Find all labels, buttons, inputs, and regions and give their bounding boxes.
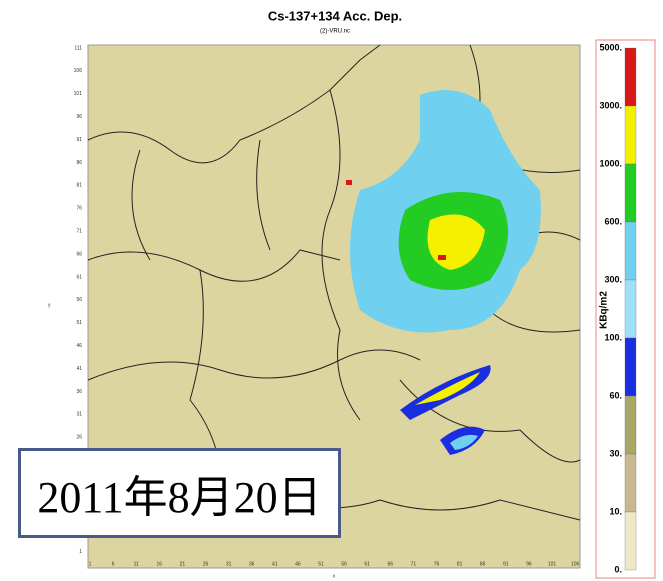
x-tick-label: 101 (548, 561, 557, 567)
y-tick-label: 56 (76, 297, 82, 303)
x-tick-label: 16 (157, 561, 163, 567)
colorbar-segment (624, 47, 637, 107)
colorbar-segment (624, 395, 637, 455)
y-tick-label: 86 (76, 160, 82, 166)
colorbar-segment (624, 511, 637, 571)
colorbar-tick-label: 0. (614, 564, 622, 574)
y-tick-label: 81 (76, 183, 82, 189)
colorbar-tick-label: 100. (604, 332, 622, 342)
x-tick-label: 96 (526, 561, 532, 567)
x-tick-label: 106 (571, 561, 580, 567)
x-tick-label: 56 (341, 561, 347, 567)
colorbar-tick-label: 30. (609, 448, 622, 458)
y-tick-label: 1 (79, 549, 82, 555)
subtitle: (2)-VRU.nc (320, 29, 350, 35)
y-tick-label: 46 (76, 343, 82, 349)
x-tick-label: 11 (134, 561, 139, 567)
x-tick-label: 6 (112, 561, 115, 567)
y-tick-label: 76 (76, 206, 82, 212)
y-tick-label: 31 (76, 412, 82, 418)
x-tick-label: 51 (318, 561, 324, 567)
colorbar-tick-label: 60. (609, 390, 622, 400)
x-tick-label: 21 (180, 561, 186, 567)
colorbar-label: KBq/m2 (599, 291, 610, 329)
y-tick-label: 66 (76, 251, 82, 257)
y-tick-label: 91 (76, 137, 82, 143)
colorbar-segment (624, 221, 637, 281)
x-tick-label: 71 (411, 561, 417, 567)
colorbar-tick-label: 5000. (599, 42, 622, 52)
y-tick-label: 26 (76, 435, 82, 441)
date-label: 2011年8月20日 (18, 448, 341, 538)
x-axis-label: x (333, 573, 336, 579)
x-tick-label: 41 (272, 561, 278, 567)
x-tick-label: 86 (480, 561, 486, 567)
x-tick-label: 76 (434, 561, 440, 567)
x-tick-label: 31 (226, 561, 232, 567)
x-tick-label: 91 (503, 561, 509, 567)
colorbar-tick-label: 1000. (599, 158, 622, 168)
deposition (346, 90, 541, 455)
x-tick-label: 66 (388, 561, 394, 567)
y-tick-label: 106 (74, 68, 83, 74)
y-axis-label: y (48, 302, 51, 308)
title: Cs-137+134 Acc. Dep. (268, 8, 402, 23)
x-tick-label: 36 (249, 561, 255, 567)
x-tick-label: 81 (457, 561, 463, 567)
colorbar-tick-label: 10. (609, 506, 622, 516)
x-tick-label: 1 (89, 561, 92, 567)
colorbar-tick-label: 3000. (599, 100, 622, 110)
y-tick-label: 101 (74, 91, 83, 97)
y-tick-label: 41 (76, 366, 82, 372)
y-tick-label: 111 (74, 45, 82, 51)
colorbar-segment (624, 453, 637, 513)
x-tick-label: 61 (364, 561, 370, 567)
y-tick-label: 36 (76, 389, 82, 395)
colorbar-tick-label: 300. (604, 274, 622, 284)
colorbar-segment (624, 163, 637, 223)
colorbar-segment (624, 279, 637, 339)
x-tick-label: 26 (203, 561, 209, 567)
y-tick-label: 71 (76, 229, 82, 235)
colorbar-segment (624, 105, 637, 165)
x-tick-label: 46 (295, 561, 301, 567)
colorbar-tick-label: 600. (604, 216, 622, 226)
y-tick-label: 61 (76, 274, 82, 280)
y-tick-label: 96 (76, 114, 82, 120)
y-tick-label: 51 (76, 320, 82, 326)
colorbar-segment (624, 337, 637, 397)
